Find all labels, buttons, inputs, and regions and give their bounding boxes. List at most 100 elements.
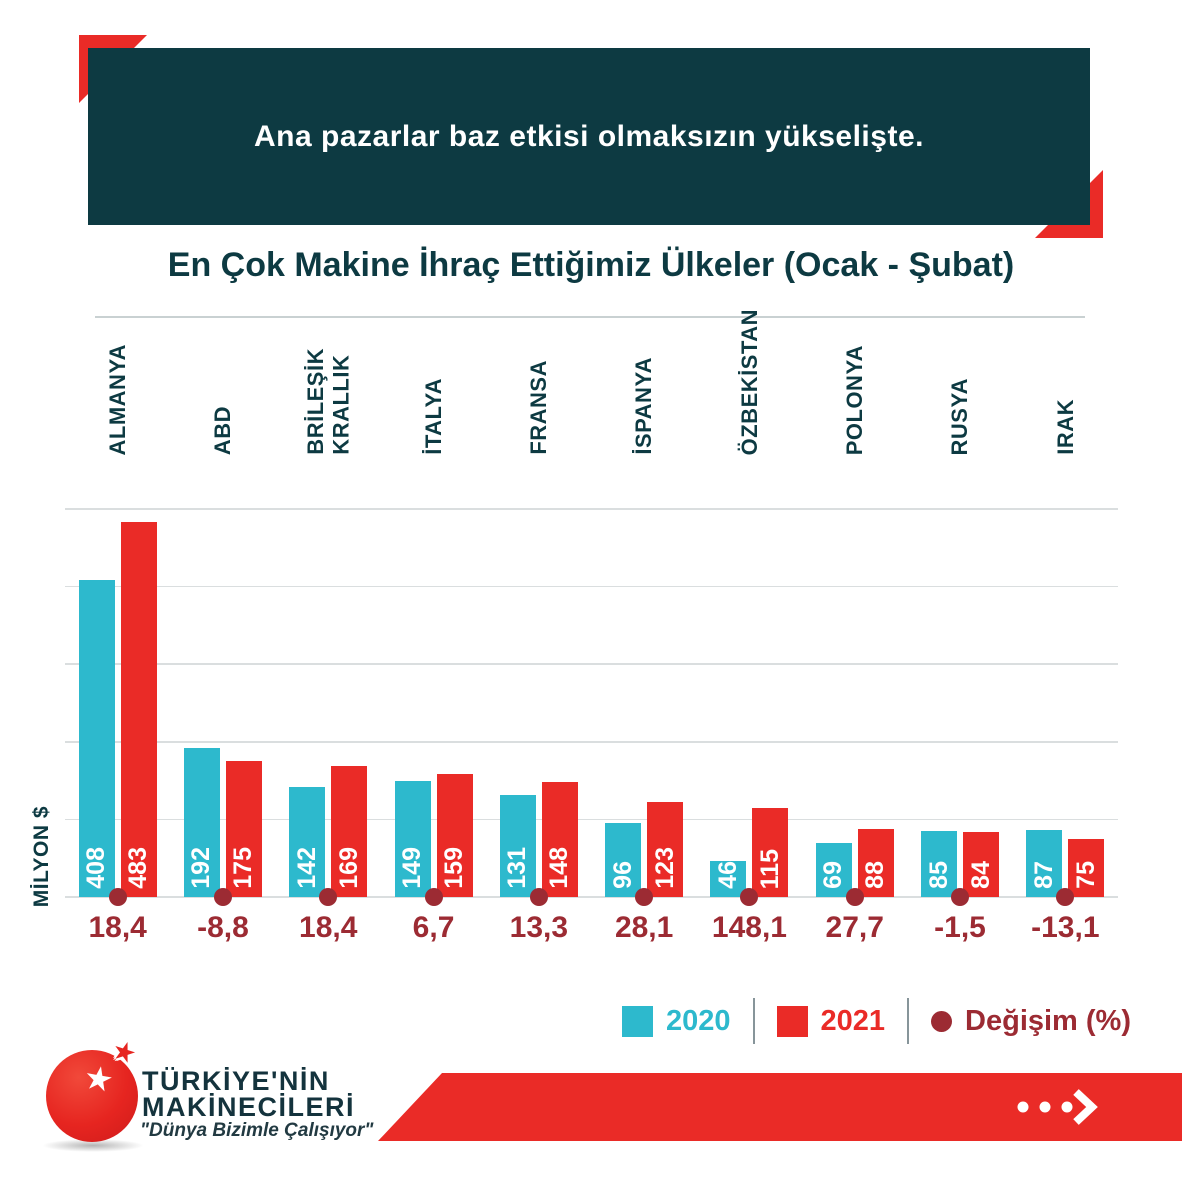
country-label-cell: İTALYA	[381, 318, 486, 455]
plot-area: 408 483 192 175 142 169 149 159 131 148 96 123 46 115…	[65, 508, 1118, 906]
legend-square-icon	[776, 1005, 808, 1037]
change-cell: 28,1	[591, 906, 696, 950]
bar-group: 142 169	[276, 509, 381, 906]
legend-circle-icon	[931, 1010, 953, 1032]
country-label: ÖZBEKİSTAN	[736, 308, 762, 455]
bar-value: 88	[861, 861, 890, 889]
bar-value: 123	[650, 847, 679, 889]
headline-banner: Ana pazarlar baz etkisi olmaksızın yükse…	[88, 48, 1090, 225]
brand-name-line2: MAKİNECİLERİ	[142, 1092, 355, 1122]
bar-2020: 46	[710, 861, 747, 897]
bar-value: 85	[924, 861, 953, 889]
bar-value: 148	[545, 847, 574, 889]
bar-group: 85 84	[907, 509, 1012, 906]
bar-2021: 115	[752, 807, 789, 897]
change-cell: 27,7	[802, 906, 907, 950]
country-label-cell: ABD	[170, 318, 275, 455]
country-labels-row: ALMANYA ABD BRİLEŞİK KRALLIK İTALYA FRANSA İS…	[65, 309, 1118, 456]
gridline	[65, 585, 1118, 588]
change-value: 18,4	[299, 911, 358, 944]
country-label-cell: BRİLEŞİK KRALLIK	[276, 318, 381, 455]
legend-label: Değişim (%)	[965, 1004, 1132, 1037]
bar-2020: 408	[78, 580, 115, 897]
bar-2020: 149	[394, 781, 431, 897]
bar-value: 46	[713, 861, 742, 889]
country-label-cell: ALMANYA	[65, 318, 170, 455]
country-label: FRANSA	[526, 360, 552, 455]
change-dot-icon	[635, 888, 654, 906]
change-value: -1,5	[934, 911, 986, 944]
logo-shadow	[42, 1139, 144, 1152]
change-value: -8,8	[197, 911, 249, 944]
change-cell: -8,8	[170, 906, 275, 950]
brand-slogan: "Dünya Bizimle Çalışıyor"	[140, 1120, 374, 1141]
change-dot-icon	[319, 888, 338, 906]
change-value: -13,1	[1031, 911, 1100, 944]
y-axis-label: MİLYON $	[30, 806, 53, 908]
change-cell: -1,5	[907, 906, 1012, 950]
legend-label: 2021	[820, 1004, 886, 1037]
bar-group: 69 88	[802, 509, 907, 906]
headline-text: Ana pazarlar baz etkisi olmaksızın yükse…	[254, 119, 924, 153]
bar-2021: 483	[120, 522, 157, 897]
bar-value: 131	[503, 847, 532, 889]
gridline	[65, 818, 1118, 821]
change-dot-icon	[424, 888, 443, 906]
legend-item: 2020	[622, 1005, 731, 1038]
bar-2020: 96	[605, 822, 642, 897]
bar-group: 131 148	[486, 509, 591, 906]
change-value: 13,3	[509, 911, 569, 944]
gridline	[65, 508, 1118, 510]
legend-item: 2021	[776, 1004, 886, 1038]
bar-2020: 87	[1026, 829, 1063, 897]
change-dot-icon	[213, 888, 232, 906]
bar-value: 159	[440, 847, 469, 889]
change-cell: 18,4	[65, 906, 170, 950]
change-dot-icon	[951, 888, 970, 906]
change-dot-icon	[845, 888, 864, 906]
title-divider	[95, 316, 1085, 318]
country-label-cell: IRAK	[1013, 318, 1118, 455]
change-cell: 18,4	[276, 906, 381, 950]
bar-groups: 408 483 192 175 142 169 149 159 131 148 96 123 46 115…	[65, 509, 1118, 906]
change-cell: 13,3	[486, 906, 591, 950]
bar-2020: 85	[921, 831, 958, 897]
country-label: IRAK	[1052, 399, 1078, 455]
change-value: 27,7	[825, 911, 884, 944]
bar-2021: 88	[857, 828, 894, 897]
bar-value: 75	[1071, 861, 1100, 889]
legend-divider	[907, 998, 910, 1044]
chart-title: En Çok Makine İhraç Ettiğimiz Ülkeler (O…	[167, 246, 1015, 284]
bar-group: 96 123	[591, 509, 696, 906]
change-cell: -13,1	[1013, 906, 1118, 950]
change-value: 28,1	[614, 911, 674, 944]
country-label-cell: RUSYA	[907, 318, 1012, 456]
gridline	[65, 741, 1118, 743]
bar-2020: 192	[183, 748, 220, 897]
bar-2021: 84	[963, 831, 1000, 897]
bar-value: 84	[966, 861, 995, 889]
bar-value: 96	[608, 861, 637, 889]
change-value: 18,4	[88, 911, 147, 944]
bar-2021: 75	[1068, 838, 1105, 897]
country-label: ABD	[210, 405, 236, 455]
bar-group: 192 175	[170, 509, 275, 906]
bar-value: 142	[292, 847, 321, 889]
legend-square-icon	[622, 1005, 653, 1037]
bar-2020: 69	[815, 843, 852, 897]
corner-accent-bottomright-icon	[1035, 170, 1103, 238]
legend-item: Değişim (%)	[931, 1005, 1131, 1038]
change-dot-icon	[529, 888, 548, 906]
star-icon: ★	[80, 1056, 117, 1101]
change-cell: 148,1	[697, 906, 802, 950]
country-label: POLONYA	[842, 344, 868, 455]
country-label-cell: ÖZBEKİSTAN	[697, 309, 802, 455]
bar-value: 115	[755, 848, 784, 889]
country-label-cell: FRANSA	[486, 318, 591, 455]
bar-value: 169	[334, 847, 363, 889]
bar-2020: 131	[499, 795, 536, 897]
change-value: 6,7	[412, 911, 455, 944]
legend-label: 2020	[666, 1004, 731, 1037]
change-dot-icon	[1056, 888, 1075, 906]
